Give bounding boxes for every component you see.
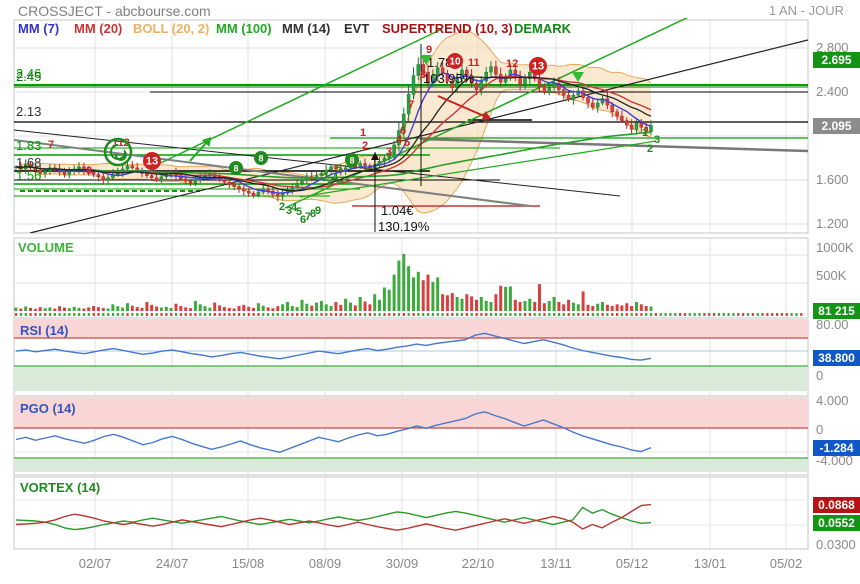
svg-text:4: 4: [291, 202, 298, 214]
svg-text:5: 5: [296, 206, 302, 218]
pgo-panel-title: PGO (14): [20, 401, 76, 416]
x-axis-date: 24/07: [155, 556, 189, 571]
pgo-value-badge: -1.284: [813, 440, 860, 456]
vortex-panel-title: VORTEX (14): [20, 480, 101, 495]
svg-text:2: 2: [647, 143, 653, 155]
svg-text:9: 9: [315, 205, 321, 217]
toolbar-item-mm-100[interactable]: MM (100): [216, 21, 272, 36]
svg-text:2: 2: [322, 172, 328, 184]
svg-text:13: 13: [146, 156, 158, 168]
x-axis-date: 22/10: [461, 556, 495, 571]
svg-text:1.83: 1.83: [16, 138, 41, 153]
svg-text:9: 9: [426, 44, 432, 56]
toolbar-item-demark[interactable]: DEMARK: [514, 21, 572, 36]
vortex-value-badge: 0.0552: [813, 515, 860, 531]
rsi-value-badge: 38.800: [813, 350, 860, 366]
svg-text:10: 10: [449, 57, 461, 68]
toolbar-item-mm-7[interactable]: MM (7): [18, 21, 60, 36]
svg-text:8: 8: [258, 154, 263, 164]
pgo-axis-tick: 4.000: [816, 393, 849, 408]
svg-text:6: 6: [400, 125, 406, 137]
svg-text:3: 3: [654, 134, 660, 146]
toolbar-item-supertrend-10-3[interactable]: SUPERTREND (10, 3): [382, 21, 513, 36]
price-axis-tick: 1.600: [816, 172, 849, 187]
svg-text:130.19%: 130.19%: [378, 219, 430, 234]
rsi-axis-tick: 0: [816, 368, 824, 383]
svg-text:2.46: 2.46: [16, 66, 41, 81]
svg-text:12: 12: [506, 58, 518, 70]
price-value-badge: 2.695: [813, 52, 860, 68]
vortex-axis-tick: 0.0300: [816, 537, 856, 552]
page-title: CROSSJECT - abcbourse.com: [18, 3, 211, 19]
svg-text:4: 4: [396, 134, 403, 146]
x-axis-date: 08/09: [308, 556, 342, 571]
rsi-panel-title: RSI (14): [20, 323, 69, 338]
price-axis-tick: 2.800: [816, 40, 849, 55]
svg-text:11: 11: [468, 57, 480, 69]
price-axis-tick: 2.400: [816, 84, 849, 99]
vortex-value-badge: 0.0868: [813, 497, 860, 513]
svg-text:6: 6: [300, 214, 306, 226]
svg-text:4: 4: [332, 172, 339, 184]
svg-text:5: 5: [404, 137, 410, 149]
x-axis-date: 15/08: [231, 556, 265, 571]
svg-text:1.56: 1.56: [16, 168, 41, 183]
svg-text:1: 1: [360, 127, 366, 139]
svg-text:103.95%: 103.95%: [423, 71, 475, 86]
svg-text:2.45: 2.45: [16, 69, 41, 84]
svg-text:2.13: 2.13: [16, 104, 41, 119]
svg-text:2: 2: [362, 140, 368, 152]
x-axis-date: 13/11: [540, 556, 572, 571]
x-axis-date: 02/07: [78, 556, 112, 571]
svg-text:7: 7: [48, 139, 54, 151]
svg-text:1.04€: 1.04€: [381, 203, 414, 218]
toolbar-item-mm-14[interactable]: MM (14): [282, 21, 331, 36]
price-value-badge: 2.095: [813, 118, 860, 134]
timeframe-selector[interactable]: 1 AN - JOUR: [768, 3, 844, 18]
svg-text:8: 8: [420, 69, 426, 81]
svg-text:3: 3: [386, 146, 392, 158]
svg-text:8: 8: [86, 165, 92, 177]
svg-text:8: 8: [310, 208, 316, 220]
rsi-axis-tick: 80.00: [816, 317, 849, 332]
indicator-toolbar: MM (7) MM (20) BOLL (20, 2) MM (100) MM (14)…: [14, 21, 574, 41]
svg-text:2: 2: [327, 175, 333, 187]
volume-value-badge: 81 215: [813, 303, 860, 319]
toolbar-item-evt[interactable]: EVT: [344, 21, 370, 36]
x-axis-date: 05/02: [769, 556, 803, 571]
svg-text:7: 7: [305, 211, 311, 223]
svg-text:2: 2: [279, 201, 285, 213]
x-axis-date: 05/12: [615, 556, 649, 571]
svg-text:1.68: 1.68: [16, 155, 41, 170]
x-axis-date: 13/01: [693, 556, 727, 571]
price-axis-tick: 1.200: [816, 216, 849, 231]
svg-text:8: 8: [349, 156, 354, 166]
svg-text:5: 5: [336, 163, 342, 175]
toolbar-item-mm-20[interactable]: MM (20): [74, 21, 123, 36]
toolbar-item-boll-20-2[interactable]: BOLL (20, 2): [133, 21, 210, 36]
x-axis-date: 30/09: [385, 556, 419, 571]
volume-axis-tick: 500K: [816, 268, 847, 283]
svg-text:1: 1: [642, 127, 648, 139]
svg-text:13: 13: [532, 61, 544, 73]
pgo-axis-tick: -4.000: [816, 453, 853, 468]
svg-text:3: 3: [286, 205, 292, 217]
pgo-axis-tick: 0: [816, 422, 824, 437]
volume-panel-title: VOLUME: [18, 240, 74, 255]
svg-text:7: 7: [408, 99, 414, 111]
svg-text:8: 8: [233, 164, 238, 174]
volume-axis-tick: 1000K: [816, 240, 854, 255]
